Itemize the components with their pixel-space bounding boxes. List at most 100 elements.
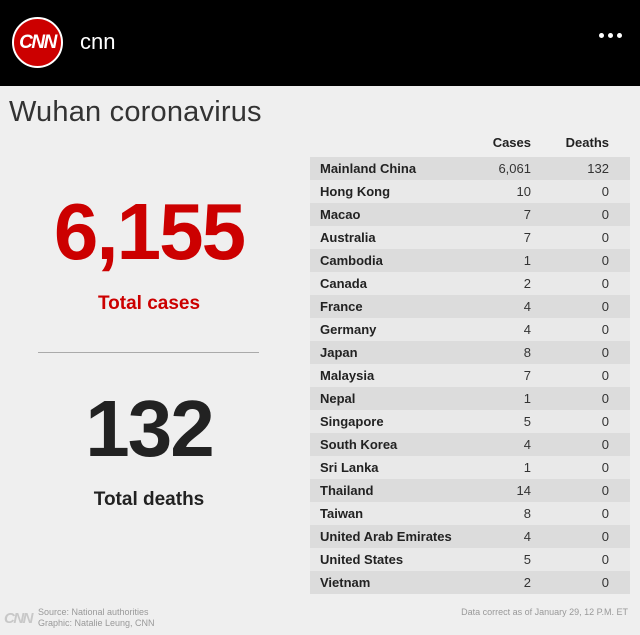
cell-deaths: 0 [601,299,609,314]
profile-avatar[interactable]: CNN [12,17,63,68]
cell-country: United Arab Emirates [320,529,452,544]
table-row: Singapore 5 0 [310,410,630,433]
more-dot [608,33,613,38]
table-row: Cambodia 1 0 [310,249,630,272]
cell-deaths: 0 [601,437,609,452]
post-header: CNN cnn [0,0,640,86]
table-row: France 4 0 [310,295,630,318]
cell-cases: 1 [523,253,531,268]
table-row: Sri Lanka 1 0 [310,456,630,479]
cell-deaths: 0 [601,207,609,222]
more-dot [599,33,604,38]
cell-deaths: 0 [601,414,609,429]
cell-cases: 1 [523,460,531,475]
table-row: Thailand 14 0 [310,479,630,502]
cell-cases: 7 [523,207,531,222]
cell-country: Nepal [320,391,356,406]
cell-country: Malaysia [320,368,375,383]
cell-cases: 14 [516,483,531,498]
cell-country: Cambodia [320,253,383,268]
cell-country: Japan [320,345,358,360]
total-cases-label: Total cases [97,293,201,314]
table-row: Australia 7 0 [310,226,630,249]
cell-cases: 1 [523,391,531,406]
cell-deaths: 0 [601,575,609,590]
cell-deaths: 0 [601,322,609,337]
cell-deaths: 132 [587,161,609,176]
cell-country: Taiwan [320,506,364,521]
cell-deaths: 0 [601,276,609,291]
cell-cases: 5 [523,414,531,429]
source-text: Source: National authorities [38,607,149,617]
table-row: South Korea 4 0 [310,433,630,456]
table-row: Hong Kong 10 0 [310,180,630,203]
total-cases-number: 6,155 [53,187,246,276]
cell-deaths: 0 [601,368,609,383]
table-row: Malaysia 7 0 [310,364,630,387]
cell-deaths: 0 [601,552,609,567]
cell-deaths: 0 [601,184,609,199]
cell-deaths: 0 [601,253,609,268]
table-row: Germany 4 0 [310,318,630,341]
column-header-cases: Cases [492,135,531,150]
country-table: Mainland China 6,061 132 Hong Kong 10 0 Macao 7… [310,157,630,594]
cell-country: France [320,299,363,314]
cell-country: South Korea [320,437,398,452]
infographic-image[interactable]: Wuhan coronavirus 6,155 Total cases 132 … [0,86,640,635]
graphic-credit-text: Graphic: Natalie Leung, CNN [38,618,155,628]
table-row: Japan 8 0 [310,341,630,364]
table-row: Nepal 1 0 [310,387,630,410]
cell-cases: 4 [523,529,531,544]
cell-country: Canada [320,276,367,291]
cell-deaths: 0 [601,460,609,475]
table-row: Macao 7 0 [310,203,630,226]
table-row: United States 5 0 [310,548,630,571]
table-header: Cases Deaths [310,135,630,155]
account-username[interactable]: cnn [80,29,116,54]
cell-country: Mainland China [320,161,417,176]
total-deaths-number: 132 [85,384,214,473]
cell-cases: 4 [523,322,531,337]
column-header-deaths: Deaths [565,135,609,150]
cell-cases: 2 [523,575,531,590]
more-dot [617,33,622,38]
cell-deaths: 0 [601,529,609,544]
cell-country: Thailand [320,483,374,498]
source-credit: Source: National authorities Graphic: Na… [38,607,155,629]
cell-cases: 2 [523,276,531,291]
total-deaths-label: Total deaths [93,489,205,510]
cell-country: Vietnam [320,575,371,590]
cell-cases: 4 [523,437,531,452]
cell-cases: 10 [516,184,531,199]
table-row: Taiwan 8 0 [310,502,630,525]
cell-cases: 7 [523,230,531,245]
cell-deaths: 0 [601,391,609,406]
table-row: Canada 2 0 [310,272,630,295]
cell-cases: 5 [523,552,531,567]
cell-country: Singapore [320,414,384,429]
data-date-note: Data correct as of January 29, 12 P.M. E… [461,607,628,617]
cell-cases: 8 [523,506,531,521]
table-row: Mainland China 6,061 132 [310,157,630,180]
avatar-logo-text: CNN [19,31,57,53]
cell-deaths: 0 [601,506,609,521]
cell-deaths: 0 [601,483,609,498]
graphic-title: Wuhan coronavirus [9,96,262,128]
cell-cases: 8 [523,345,531,360]
cnn-footer-logo: CNN [4,610,34,627]
cell-country: United States [320,552,404,567]
cell-deaths: 0 [601,345,609,360]
cell-country: Australia [320,230,376,245]
cell-cases: 7 [523,368,531,383]
table-row: Vietnam 2 0 [310,571,630,594]
stats-divider [38,352,259,353]
cell-country: Germany [320,322,377,337]
cell-cases: 4 [523,299,531,314]
cell-country: Sri Lanka [320,460,379,475]
cell-deaths: 0 [601,230,609,245]
cell-country: Macao [320,207,361,222]
more-options-icon[interactable] [599,33,622,38]
cell-country: Hong Kong [320,184,391,199]
cell-cases: 6,061 [498,161,531,176]
table-row: United Arab Emirates 4 0 [310,525,630,548]
